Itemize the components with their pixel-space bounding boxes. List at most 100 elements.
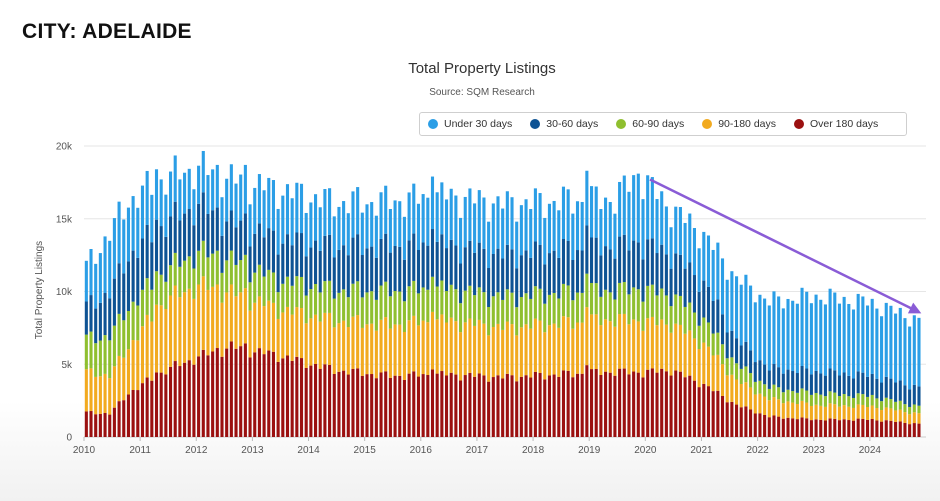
bar-segment-60-90-days	[912, 404, 916, 413]
bar-segment-60-90-days	[248, 282, 252, 311]
legend-item-30-60-days[interactable]: 30-60 days	[530, 118, 598, 130]
legend-item-90-180-days[interactable]: 90-180 days	[702, 118, 776, 130]
bar-segment-under-30-days	[711, 249, 715, 301]
bar-segment-30-60-days	[580, 250, 584, 293]
bar-segment-under-30-days	[243, 164, 247, 214]
bar-segment-over-180-days	[894, 421, 898, 437]
bar-segment-60-90-days	[402, 301, 406, 332]
bar-segment-over-180-days	[449, 372, 453, 437]
bar-segment-over-180-days	[108, 414, 112, 437]
bar-segment-over-180-days	[720, 395, 725, 437]
bar-segment-30-60-days	[875, 378, 879, 399]
bar-segment-30-60-days	[337, 249, 341, 293]
bar-segment-under-30-days	[833, 292, 837, 371]
bar-segment-over-180-days	[697, 387, 701, 437]
bar-segment-60-90-days	[267, 269, 271, 301]
x-tick-label: 2011	[129, 445, 151, 456]
bar-segment-60-90-days	[473, 295, 477, 326]
bar-segment-under-30-days	[599, 209, 603, 256]
bar-segment-over-180-days	[440, 371, 444, 437]
bar-segment-90-180-days	[543, 332, 547, 380]
legend-item-under-30-days[interactable]: Under 30 days	[428, 118, 512, 130]
bar-segment-90-180-days	[660, 319, 664, 369]
bar-segment-under-30-days	[440, 182, 444, 235]
bar-segment-30-60-days	[791, 371, 795, 392]
bar-segment-30-60-days	[730, 330, 734, 358]
bar-segment-under-30-days	[730, 271, 734, 331]
bar-segment-60-90-days	[154, 271, 159, 305]
bar-segment-30-60-days	[314, 240, 318, 285]
bar-segment-30-60-days	[435, 241, 439, 287]
bar-segment-30-60-days	[590, 237, 594, 283]
x-tick-label: 2021	[690, 445, 713, 456]
bar-segment-under-30-days	[491, 203, 495, 254]
bar-segment-under-30-days	[809, 303, 813, 375]
legend-item-over-180-days[interactable]: Over 180 days	[794, 118, 878, 130]
bar-segment-30-60-days	[459, 263, 463, 304]
bar-segment-30-60-days	[519, 255, 523, 298]
legend-item-60-90-days[interactable]: 60-90 days	[616, 118, 684, 130]
bar-segment-30-60-days	[482, 248, 486, 293]
bar-segment-90-180-days	[407, 320, 411, 374]
bar-segment-30-60-days	[571, 260, 575, 301]
bar-segment-60-90-days	[580, 292, 584, 323]
bar-segment-over-180-days	[758, 413, 762, 437]
bar-segment-90-180-days	[515, 335, 519, 382]
bar-segment-under-30-days	[585, 170, 589, 226]
bar-segment-under-30-days	[173, 155, 177, 202]
bar-segment-60-90-days	[126, 310, 130, 350]
bar-segment-30-60-days	[365, 248, 369, 293]
bar-segment-over-180-days	[225, 348, 229, 437]
bar-segment-30-60-days	[529, 257, 533, 299]
bar-segment-90-180-days	[580, 322, 584, 374]
bar-segment-30-60-days	[370, 246, 374, 292]
bar-segment-over-180-days	[342, 370, 346, 437]
bar-segment-60-90-days	[112, 325, 116, 367]
bar-segment-90-180-days	[477, 319, 481, 374]
bar-segment-30-60-days	[178, 220, 182, 267]
bar-segment-90-180-days	[908, 414, 912, 425]
bar-segment-over-180-days	[646, 369, 650, 437]
bar-segment-under-30-days	[253, 187, 257, 234]
bar-segment-90-180-days	[384, 317, 388, 372]
bar-segment-under-30-days	[89, 249, 93, 296]
bar-segment-under-30-days	[758, 294, 762, 361]
bar-segment-under-30-days	[416, 203, 421, 250]
bar-segment-30-60-days	[870, 373, 874, 395]
bar-segment-under-30-days	[187, 168, 191, 210]
bar-segment-60-90-days	[468, 285, 472, 319]
bar-segment-30-60-days	[211, 210, 215, 254]
bar-segment-under-30-days	[309, 202, 313, 248]
bar-segment-90-180-days	[702, 342, 706, 384]
bar-segment-30-60-days	[430, 229, 435, 277]
bar-segment-60-90-days	[178, 266, 182, 298]
bar-segment-under-30-days	[735, 276, 739, 339]
bar-segment-under-30-days	[880, 316, 884, 383]
bar-segment-30-60-days	[150, 242, 154, 290]
bar-segment-60-90-days	[566, 285, 570, 318]
bar-segment-30-60-days	[566, 240, 570, 286]
bar-segment-over-180-days	[833, 418, 837, 437]
bar-segment-60-90-days	[650, 284, 654, 317]
bar-segment-over-180-days	[730, 401, 734, 437]
bar-segment-90-180-days	[374, 330, 378, 379]
bar-segment-30-60-days	[351, 237, 355, 284]
bar-segment-over-180-days	[112, 407, 116, 437]
bar-segment-under-30-days	[267, 177, 271, 229]
bar-segment-under-30-days	[459, 217, 463, 264]
bar-segment-under-30-days	[823, 304, 827, 376]
bar-segment-over-180-days	[805, 418, 809, 437]
bar-segment-90-180-days	[360, 327, 364, 376]
bar-segment-60-90-days	[781, 392, 785, 404]
bar-segment-60-90-days	[590, 282, 594, 315]
bar-segment-30-60-days	[781, 373, 785, 393]
bar-segment-30-60-days	[861, 372, 865, 395]
bar-segment-60-90-days	[515, 307, 519, 336]
bar-segment-60-90-days	[894, 401, 898, 411]
bar-segment-30-60-days	[285, 234, 290, 277]
bar-segment-under-30-days	[908, 326, 912, 390]
bar-segment-30-60-days	[229, 210, 233, 251]
bar-segment-90-180-days	[725, 375, 729, 403]
bar-segment-over-180-days	[725, 402, 729, 437]
bar-segment-30-60-days	[290, 245, 294, 286]
